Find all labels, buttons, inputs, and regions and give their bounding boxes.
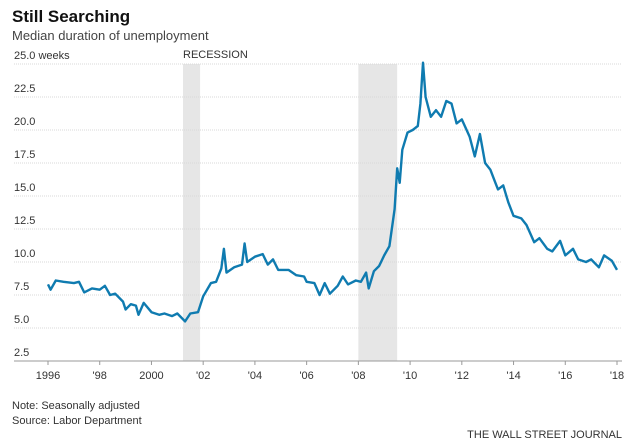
x-tick-label: '04 [248, 370, 262, 382]
x-tick-label: 1996 [36, 370, 60, 382]
x-tick-label: '16 [558, 370, 572, 382]
x-tick-label: '02 [196, 370, 210, 382]
annotation: RECESSION [183, 49, 248, 61]
chart-title: Still Searching [12, 7, 130, 26]
x-tick-label: 2000 [139, 370, 163, 382]
note: Note: Seasonally adjusted [12, 400, 140, 412]
x-tick-label: '12 [455, 370, 469, 382]
x-tick-label: '98 [93, 370, 107, 382]
y-tick-label: 5.0 [14, 314, 29, 326]
y-tick-label: 10.0 [14, 248, 35, 260]
x-tick-label: '06 [299, 370, 313, 382]
recession-band [358, 64, 398, 361]
data-line [46, 61, 619, 323]
y-tick-label: 7.5 [14, 281, 29, 293]
publisher: THE WALL STREET JOURNAL [467, 429, 622, 441]
y-tick-label: 2.5 [14, 347, 29, 359]
chart-subtitle: Median duration of unemployment [12, 28, 209, 43]
source: Source: Labor Department [12, 415, 142, 427]
recession-band [183, 64, 201, 361]
y-tick-label: 15.0 [14, 182, 35, 194]
y-tick-label: 17.5 [14, 149, 35, 161]
x-tick-label: '18 [610, 370, 624, 382]
y-tick-label: 12.5 [14, 215, 35, 227]
x-tick-label: '08 [351, 370, 365, 382]
y-tick-label: 25.0 weeks [14, 50, 70, 62]
x-tick-label: '10 [403, 370, 417, 382]
x-tick-label: '14 [506, 370, 520, 382]
y-tick-label: 22.5 [14, 83, 35, 95]
y-tick-label: 20.0 [14, 116, 35, 128]
